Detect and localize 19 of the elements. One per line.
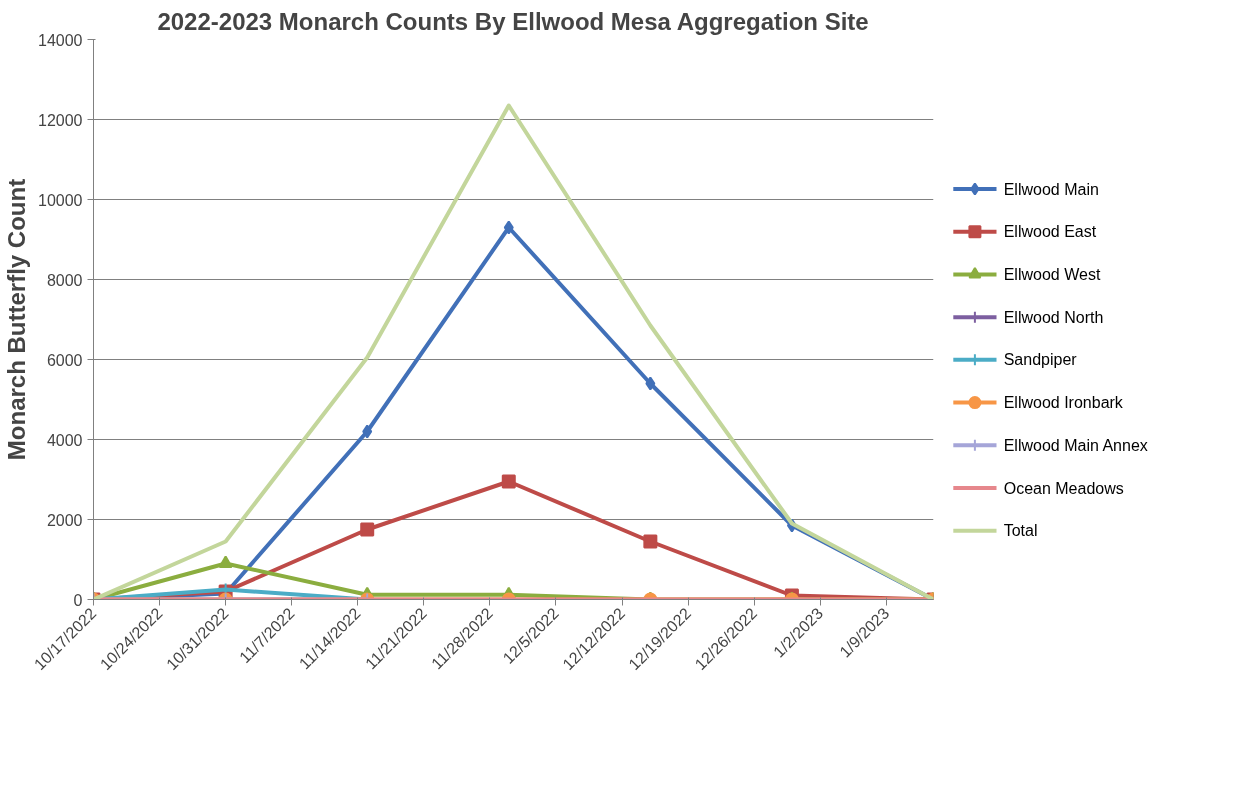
y-tick-label: 2000	[46, 511, 83, 529]
legend-label: Sandpiper	[1003, 351, 1078, 369]
y-tick-label: 8000	[46, 271, 83, 289]
chart-title: 2022-2023 Monarch Counts By Ellwood Mesa Aggregation Site	[157, 7, 869, 35]
legend-label: Ocean Meadows	[1003, 479, 1124, 497]
y-tick-label: 14000	[38, 31, 83, 49]
legend-label: Ellwood West	[1003, 265, 1101, 283]
legend-label: Ellwood East	[1003, 223, 1097, 241]
y-tick-label: 12000	[38, 111, 83, 129]
y-axis-title: Monarch Butterfly Count	[3, 178, 31, 461]
y-tick-label: 4000	[46, 431, 83, 449]
legend-label: Total	[1003, 522, 1038, 540]
y-tick-label: 6000	[46, 351, 83, 369]
legend-label: Ellwood North	[1003, 308, 1104, 326]
y-tick-label: 0	[73, 591, 83, 609]
y-tick-label: 10000	[38, 191, 83, 209]
legend-label: Ellwood Main	[1003, 180, 1099, 198]
legend-label: Ellwood Main Annex	[1003, 436, 1148, 454]
legend-label: Ellwood Ironbark	[1003, 394, 1124, 412]
